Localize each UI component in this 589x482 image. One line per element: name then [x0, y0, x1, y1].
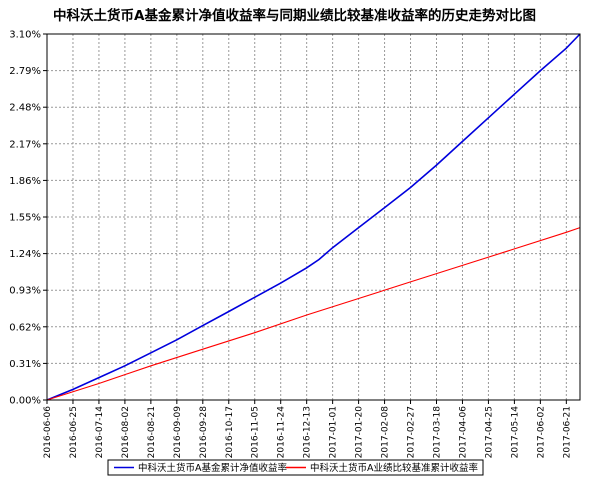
series-line-2 — [46, 227, 581, 401]
series-layer — [46, 33, 581, 401]
x-tick-label: 2016-12-13 — [303, 406, 313, 458]
legend: 中科沃土货币A基金累计净值收益率 中科沃土货币A业绩比较基准累计收益率 — [107, 459, 484, 476]
x-tick-label: 2017-06-02 — [536, 406, 546, 458]
x-tick-label: 2016-11-05 — [251, 406, 261, 458]
x-tick-label: 2017-01-20 — [355, 406, 365, 459]
x-tick-label: 2016-07-14 — [95, 406, 105, 459]
series-line-1 — [46, 33, 581, 401]
x-tick-label: 2017-02-08 — [381, 406, 391, 459]
y-tick-label: 1.55% — [9, 213, 41, 224]
x-tick-label: 2017-02-27 — [407, 406, 417, 458]
x-tick-label: 2016-09-09 — [173, 406, 183, 459]
x-tick-label: 2016-11-24 — [277, 406, 287, 459]
y-tick-label: 2.48% — [9, 103, 41, 114]
x-tick-label: 2016-06-25 — [69, 406, 79, 458]
y-tick-label: 0.31% — [9, 359, 41, 370]
y-tick-label: 3.10% — [9, 30, 41, 41]
chart-title: 中科沃土货币A基金累计净值收益率与同期业绩比较基准收益率的历史走势对比图 — [53, 8, 536, 24]
x-tick-label: 2017-04-06 — [458, 406, 468, 459]
x-tick-label: 2017-01-01 — [329, 406, 339, 458]
x-tick-label: 2017-03-18 — [433, 406, 443, 459]
y-tick-label: 0.00% — [9, 396, 41, 407]
x-axis: 2016-06-06 2016-06-25 2016-07-14 2016-08-02… — [43, 400, 572, 458]
y-tick-label: 1.24% — [9, 249, 41, 260]
x-tick-label: 2016-06-06 — [43, 406, 53, 459]
plot-frame — [46, 33, 581, 401]
x-tick-label: 2016-10-17 — [225, 406, 235, 458]
y-axis: 0.00% 0.31% 0.62% 0.93% 1.24% 1.55% 1.86% 2.17%… — [9, 30, 47, 407]
x-tick-label: 2016-08-02 — [121, 406, 131, 458]
x-tick-label: 2017-06-21 — [562, 406, 572, 458]
legend-label-2: 中科沃土货币A业绩比较基准累计收益率 — [310, 462, 478, 474]
y-tick-label: 1.86% — [9, 176, 41, 187]
grid — [47, 34, 580, 400]
y-tick-label: 0.62% — [9, 322, 41, 333]
x-tick-label: 2017-05-14 — [510, 406, 520, 459]
x-tick-label: 2017-04-25 — [484, 406, 494, 458]
y-tick-label: 2.79% — [9, 66, 41, 77]
legend-label-1: 中科沃土货币A基金累计净值收益率 — [138, 462, 287, 474]
x-tick-label: 2016-09-28 — [199, 406, 209, 459]
x-tick-label: 2016-08-21 — [147, 406, 157, 458]
y-tick-label: 0.93% — [9, 286, 41, 297]
y-tick-label: 2.17% — [9, 139, 41, 150]
